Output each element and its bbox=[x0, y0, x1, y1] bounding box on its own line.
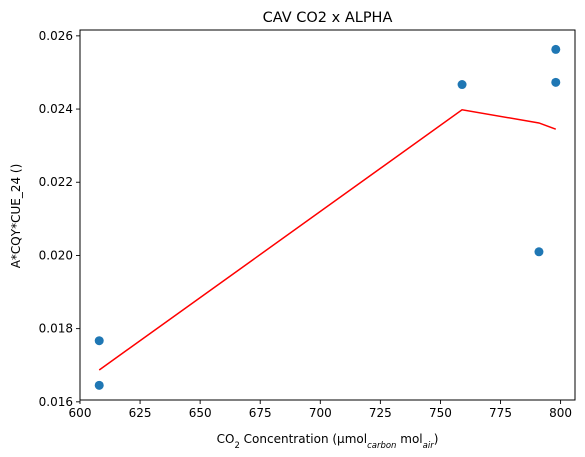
x-tick-label: 750 bbox=[429, 406, 452, 420]
y-tick-label: 0.022 bbox=[39, 175, 73, 189]
scatter-point bbox=[457, 80, 467, 90]
scatter-point bbox=[94, 380, 104, 390]
scatter-point bbox=[94, 336, 104, 346]
x-tick-label: 725 bbox=[369, 406, 392, 420]
chart-title: CAV CO2 x ALPHA bbox=[263, 10, 393, 26]
scatter-point bbox=[534, 247, 544, 257]
scatter-point bbox=[551, 44, 561, 54]
x-axis-label: CO2 Concentration (µmolcarbon molair) bbox=[217, 432, 439, 451]
y-tick-label: 0.018 bbox=[39, 322, 73, 336]
y-tick-label: 0.020 bbox=[39, 248, 73, 262]
x-tick-label: 600 bbox=[69, 406, 92, 420]
x-axis-label-sub2: air bbox=[423, 441, 435, 451]
x-tick-label: 650 bbox=[189, 406, 212, 420]
scatter-point bbox=[551, 77, 561, 87]
x-axis-label-prefix-sub: 2 bbox=[234, 441, 239, 451]
y-axis-ticks: 0.016 0.018 0.020 0.022 0.024 0.026 bbox=[39, 29, 80, 409]
x-tick-label: 775 bbox=[489, 406, 512, 420]
y-tick-label: 0.024 bbox=[39, 102, 73, 116]
y-tick-label: 0.026 bbox=[39, 29, 73, 43]
plot-frame bbox=[79, 29, 576, 401]
x-axis-label-middle2: mol bbox=[396, 432, 422, 446]
x-axis-label-middle: Concentration (µmol bbox=[240, 432, 367, 446]
x-axis-label-sub1: carbon bbox=[367, 441, 396, 451]
fit-line bbox=[98, 108, 557, 371]
x-axis-label-prefix: CO bbox=[217, 432, 235, 446]
y-tick-label: 0.016 bbox=[39, 395, 73, 409]
x-tick-label: 675 bbox=[249, 406, 272, 420]
x-tick-label: 800 bbox=[549, 406, 572, 420]
x-axis-label-suffix: ) bbox=[434, 432, 439, 446]
y-axis-label: A*CQY*CUE_24 () bbox=[9, 164, 23, 269]
plot-area bbox=[94, 44, 561, 390]
x-axis-ticks: 600 625 650 675 700 725 750 775 800 bbox=[69, 400, 572, 420]
x-tick-label: 625 bbox=[129, 406, 152, 420]
x-tick-label: 700 bbox=[309, 406, 332, 420]
